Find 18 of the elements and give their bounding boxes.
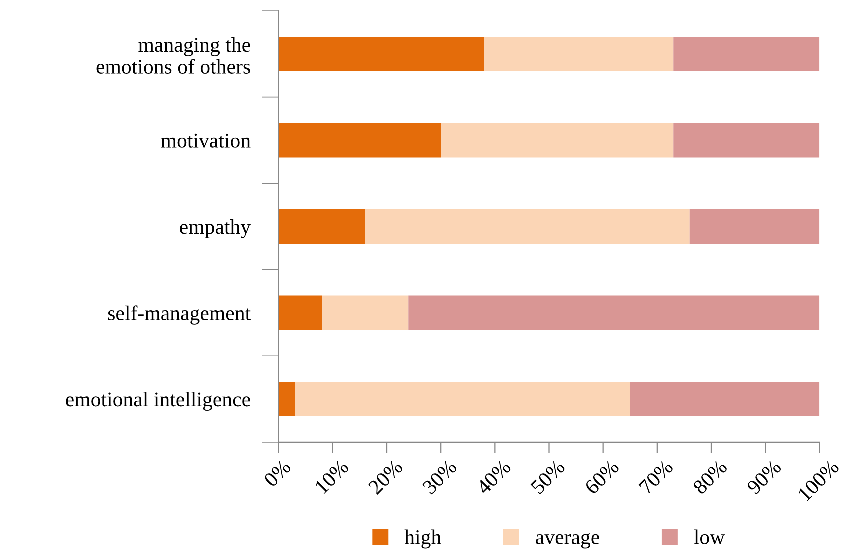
- x-tick-label: 30%: [422, 459, 458, 496]
- legend-label: average: [536, 534, 600, 549]
- y-tick-label: managing the emotions of others: [96, 37, 250, 74]
- x-tick-label: 80%: [692, 459, 728, 496]
- legend-label: low: [694, 530, 726, 544]
- y-tick-label: self-management: [108, 306, 251, 325]
- x-tick-label: 50%: [530, 459, 566, 495]
- x-tick-label: 20%: [368, 459, 404, 496]
- y-tick-label: motivation: [161, 134, 251, 148]
- y-tick-label: empathy: [180, 220, 251, 238]
- y-tick-label: emotional intelligence: [66, 392, 250, 411]
- legend-label: high: [404, 530, 442, 549]
- x-tick-label: 0%: [263, 459, 292, 488]
- x-tick-label: 90%: [746, 459, 782, 496]
- x-tick-label: 40%: [476, 459, 512, 496]
- x-tick-label: 10%: [314, 459, 350, 494]
- x-tick-label: 70%: [638, 459, 674, 495]
- x-tick-label: 60%: [584, 459, 620, 496]
